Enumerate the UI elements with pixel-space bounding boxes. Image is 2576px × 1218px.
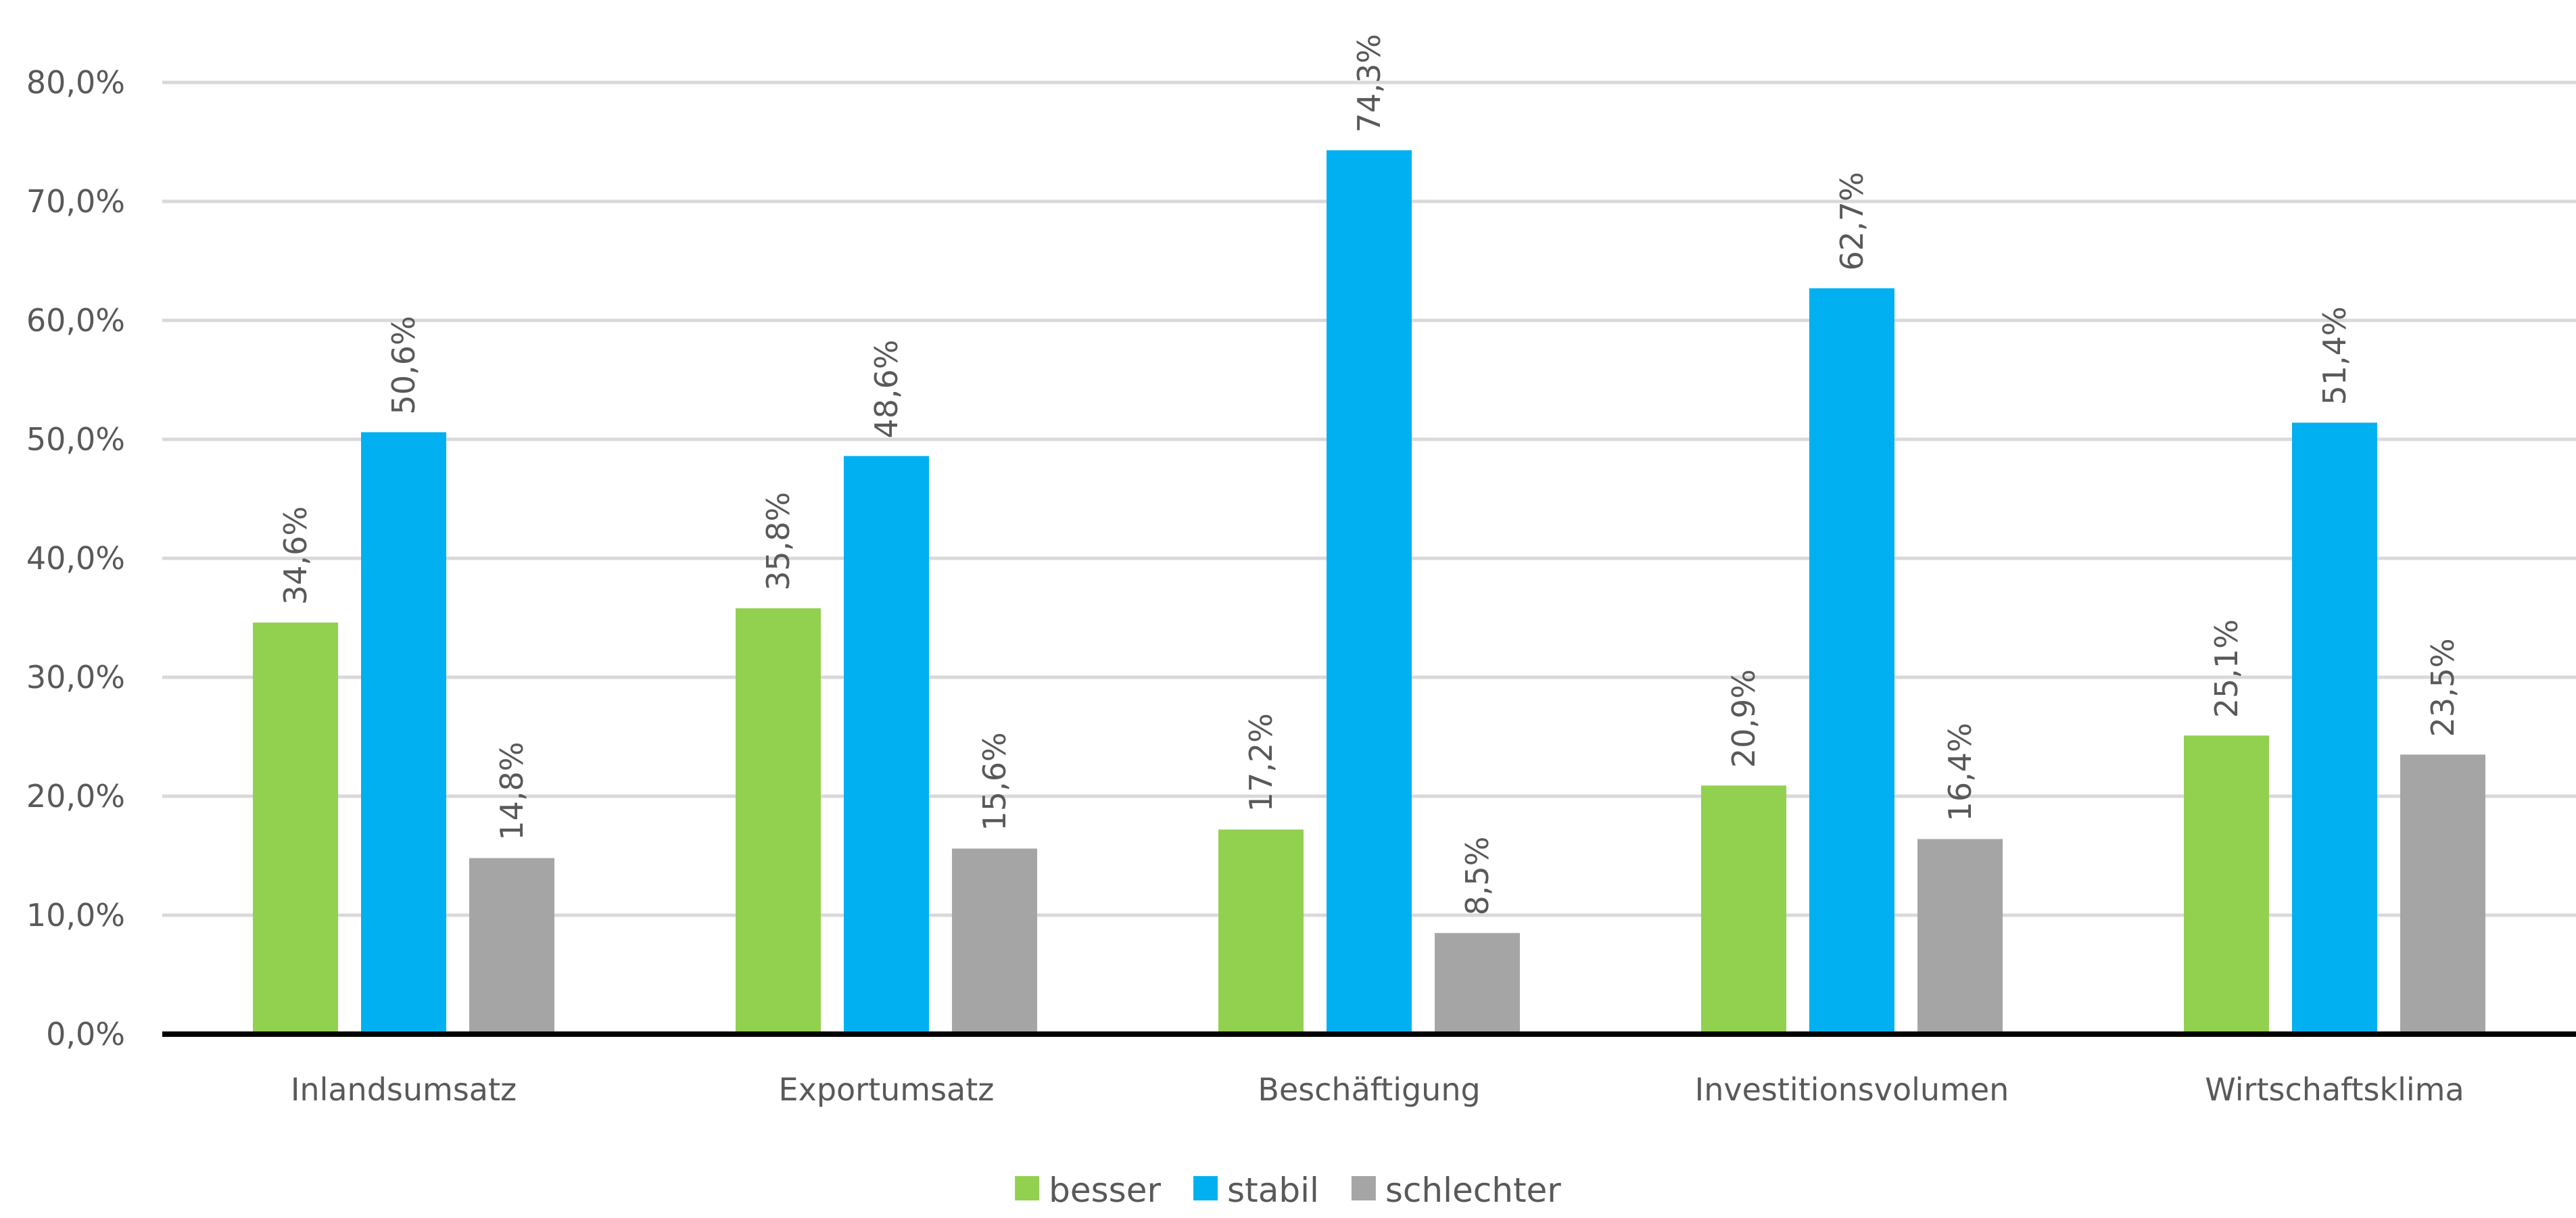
data-label: 14,8% (494, 741, 530, 840)
bar-schlechter (1435, 933, 1520, 1034)
data-label: 34,6% (277, 506, 314, 605)
x-category-label: Exportumsatz (779, 1071, 995, 1108)
axes: 0,0% 10,0% 20,0% 30,0% 40,0% 50,0% 60,0% 70,0% 8… (26, 64, 2576, 1108)
legend-label-schlechter: schlechter (1385, 1171, 1561, 1210)
y-tick-label: 70,0% (26, 183, 125, 220)
y-tick-label: 50,0% (26, 421, 125, 458)
data-label: 16,4% (1942, 723, 1978, 821)
bar-besser (1701, 785, 1786, 1034)
bar-stabil (2292, 422, 2377, 1034)
bar-besser (736, 608, 821, 1034)
legend: besser stabil schlechter (1015, 1171, 1561, 1210)
bar-stabil (1327, 150, 1412, 1034)
data-label: 8,5% (1459, 837, 1496, 916)
bar-stabil (361, 432, 446, 1034)
y-tick-label: 0,0% (46, 1016, 125, 1052)
bar-schlechter (2400, 754, 2485, 1034)
legend-swatch-stabil (1193, 1176, 1218, 1200)
bar-schlechter (1917, 839, 2003, 1034)
data-label: 62,7% (1834, 172, 1870, 270)
bars (253, 150, 2485, 1035)
data-label: 35,8% (760, 492, 796, 591)
data-label: 23,5% (2425, 638, 2461, 737)
x-category-label: Inlandsumsatz (291, 1071, 517, 1108)
bar-schlechter (469, 858, 554, 1034)
bar-schlechter (952, 848, 1037, 1034)
y-tick-label: 20,0% (26, 778, 125, 814)
data-label: 48,6% (868, 339, 905, 438)
legend-swatch-schlechter (1351, 1176, 1376, 1200)
y-tick-label: 80,0% (26, 64, 125, 101)
bar-stabil (844, 456, 929, 1034)
bar-besser (2184, 735, 2269, 1034)
data-label: 15,6% (976, 732, 1013, 831)
y-tick-label: 30,0% (26, 659, 125, 696)
x-category-label: Investitionsvolumen (1695, 1071, 2009, 1108)
legend-label-stabil: stabil (1227, 1171, 1319, 1210)
x-category-label: Beschäftigung (1258, 1071, 1480, 1108)
y-tick-label: 40,0% (26, 540, 125, 577)
x-category-label: Wirtschaftsklima (2205, 1071, 2464, 1108)
bar-besser (253, 623, 338, 1034)
legend-label-besser: besser (1049, 1171, 1161, 1210)
data-label: 20,9% (1725, 669, 1762, 768)
bar-besser (1218, 829, 1304, 1034)
y-tick-label: 60,0% (26, 302, 125, 339)
legend-swatch-besser (1015, 1176, 1040, 1200)
y-tick-label: 10,0% (26, 897, 125, 933)
data-label: 17,2% (1243, 713, 1279, 812)
data-label: 51,4% (2316, 306, 2353, 405)
data-label: 74,3% (1351, 34, 1387, 132)
bar-stabil (1809, 288, 1894, 1035)
data-label: 50,6% (385, 316, 422, 414)
data-label: 25,1% (2208, 619, 2245, 718)
data-labels: 34,6% 50,6% 14,8% 35,8% 48,6% 15,6% 17,2% 74,3%… (277, 34, 2461, 915)
